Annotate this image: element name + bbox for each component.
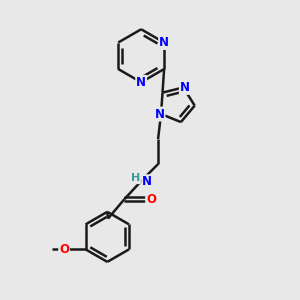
Text: N: N — [136, 76, 146, 89]
Text: O: O — [146, 193, 156, 206]
Text: N: N — [142, 175, 152, 188]
Text: H: H — [131, 173, 140, 183]
Text: N: N — [154, 107, 164, 121]
Text: N: N — [159, 36, 169, 49]
Text: O: O — [59, 243, 69, 256]
Text: N: N — [180, 81, 190, 94]
